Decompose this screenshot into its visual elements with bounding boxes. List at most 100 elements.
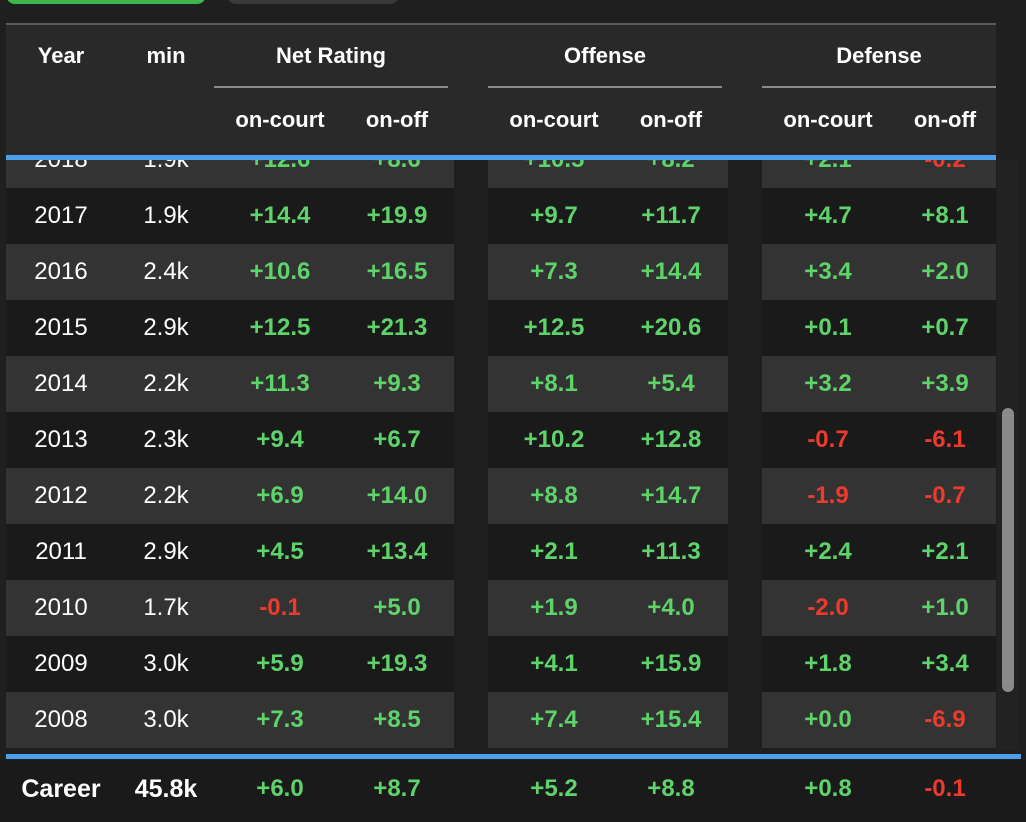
value-cell: -6.1 — [924, 426, 966, 453]
table-body[interactable]: 20181.9k+12.6+8.6+10.5+8.2+2.1-0.220171.… — [6, 160, 996, 750]
minutes-cell: 2.2k — [143, 370, 189, 397]
row-segment — [762, 160, 996, 188]
header-offense: Offense — [564, 43, 646, 68]
table-row: 2009 3.0k +5.9 +19.3 +4.1 +15.9 +1.8 +3.4 — [6, 636, 996, 692]
inactive-tab-button[interactable] — [227, 0, 399, 4]
value-cell: +12.6 — [214, 160, 346, 188]
value-cell: +2.4 — [804, 538, 852, 565]
row-segment — [6, 692, 214, 748]
value-cell: +6.7 — [373, 426, 421, 453]
value-cell: +11.3 — [641, 538, 701, 565]
row-segment — [214, 188, 454, 244]
defense-underline — [762, 86, 996, 88]
value-cell: +10.5 — [488, 160, 620, 188]
value-cell: +7.3 — [256, 706, 304, 733]
year-cell: 2013 — [34, 426, 88, 453]
value-cell: +10.2 — [523, 426, 585, 453]
row-segment — [6, 636, 214, 692]
row-segment — [214, 636, 454, 692]
value-cell: -0.7 — [924, 482, 966, 509]
row-segment — [214, 692, 454, 748]
year-cell: 2015 — [34, 314, 88, 341]
row-segment — [762, 356, 996, 412]
career-top-rule — [6, 754, 1021, 759]
value-cell: +3.4 — [921, 650, 969, 677]
value-cell: +7.3 — [530, 258, 578, 285]
table-row: 2010 1.7k -0.1 +5.0 +1.9 +4.0 -2.0 +1.0 — [6, 580, 996, 636]
career-def-on-off: -0.1 — [924, 775, 966, 802]
row-segment — [488, 160, 728, 188]
minutes-cell: 2.9k — [143, 538, 189, 565]
row-segment — [6, 468, 214, 524]
table-row: 2014 2.2k +11.3 +9.3 +8.1 +5.4 +3.2 +3.9 — [6, 356, 996, 412]
table-row: 2017 1.9k +14.4 +19.9 +9.7 +11.7 +4.7 +8.1 — [6, 188, 996, 244]
header-net-on-off[interactable]: on-off — [365, 107, 429, 132]
value-cell: +12.5 — [523, 314, 585, 341]
value-cell: +8.2 — [614, 160, 728, 188]
value-cell: +14.0 — [366, 482, 428, 509]
value-cell: +12.5 — [249, 314, 311, 341]
value-cell: +1.9 — [530, 594, 578, 621]
value-cell: +13.4 — [366, 538, 428, 565]
header-off-on-court[interactable]: on-court — [509, 107, 599, 132]
year-cell: 2011 — [35, 538, 87, 565]
row-segment — [488, 468, 728, 524]
career-off-on-off: +8.8 — [647, 775, 695, 802]
minutes-cell: 1.7k — [143, 594, 189, 621]
row-segment — [488, 300, 728, 356]
value-cell: +19.3 — [366, 650, 428, 677]
row-segment — [6, 412, 214, 468]
value-cell: +8.5 — [373, 706, 421, 733]
value-cell: +2.1 — [762, 160, 894, 188]
header-def-on-off[interactable]: on-off — [913, 107, 977, 132]
table-row-partial: 20181.9k+12.6+8.6 +10.5+8.2 +2.1-0.2 — [6, 160, 996, 188]
minutes-cell: 1.9k — [116, 160, 216, 188]
value-cell: +7.4 — [530, 706, 578, 733]
year-cell: 2014 — [34, 370, 88, 397]
row-segment — [762, 636, 996, 692]
value-cell: +3.9 — [921, 370, 969, 397]
year-cell: 2009 — [34, 650, 88, 677]
net-rating-underline — [214, 86, 448, 88]
top-divider — [6, 23, 996, 25]
value-cell: +1.0 — [921, 594, 969, 621]
value-cell: +15.4 — [640, 706, 702, 733]
table-row: 2011 2.9k +4.5 +13.4 +2.1 +11.3 +2.4 +2.1 — [6, 524, 996, 580]
header-off-on-off[interactable]: on-off — [639, 107, 703, 132]
career-net-on-court: +6.0 — [256, 775, 304, 802]
active-tab-button[interactable] — [6, 0, 206, 4]
value-cell: +8.1 — [921, 202, 969, 229]
header-net-on-court[interactable]: on-court — [235, 107, 325, 132]
row-segment — [6, 188, 214, 244]
offense-underline — [488, 86, 722, 88]
year-cell: 2016 — [34, 258, 88, 285]
header-def-on-court[interactable]: on-court — [783, 107, 873, 132]
row-segment — [762, 412, 996, 468]
year-cell: 2012 — [34, 482, 88, 509]
career-net-on-off: +8.7 — [373, 775, 421, 802]
value-cell: +8.1 — [530, 370, 578, 397]
career-off-on-court: +5.2 — [530, 775, 578, 802]
row-segment — [214, 524, 454, 580]
value-cell: +5.9 — [256, 650, 304, 677]
row-segment — [488, 188, 728, 244]
minutes-cell: 2.9k — [143, 314, 189, 341]
row-segment — [6, 244, 214, 300]
scrollbar-thumb[interactable] — [1002, 408, 1014, 692]
row-segment — [762, 244, 996, 300]
header-year[interactable]: Year — [37, 43, 85, 68]
value-cell: +2.1 — [921, 538, 969, 565]
row-segment — [214, 300, 454, 356]
year-cell: 2018 — [6, 160, 116, 188]
header-min[interactable]: min — [146, 43, 186, 68]
row-segment — [488, 244, 728, 300]
year-cell: 2008 — [34, 706, 88, 733]
row-segment — [488, 524, 728, 580]
value-cell: +5.4 — [647, 370, 695, 397]
row-segment — [762, 580, 996, 636]
value-cell: +6.9 — [256, 482, 304, 509]
value-cell: +11.7 — [641, 202, 701, 229]
value-cell: +14.4 — [640, 258, 702, 285]
value-cell: +14.4 — [249, 202, 311, 229]
row-segment — [214, 412, 454, 468]
